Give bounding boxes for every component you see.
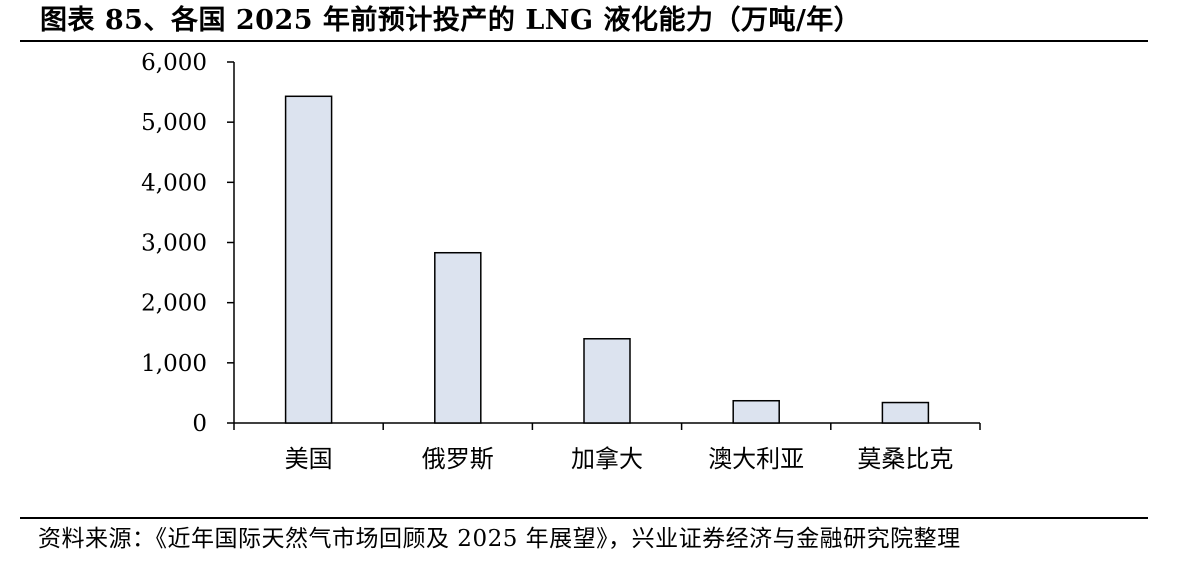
bars [284,95,930,424]
bar-1 [284,95,333,424]
y-axis: 0 1,000 2,000 3,000 4,000 5,000 6,000 [141,50,235,437]
x-tick-label: 莫桑比克 [857,445,953,473]
y-tick-label: 2,000 [141,291,207,317]
x-tick-label: 俄罗斯 [422,445,494,473]
bar-5 [881,401,930,424]
x-tick-labels: 美国 俄罗斯 加拿大 澳大利亚 莫桑比克 [285,445,954,473]
source-divider [20,517,1148,519]
bar-4 [732,399,780,424]
x-tick-label: 加拿大 [571,445,643,473]
x-tick-label: 澳大利亚 [708,445,804,473]
source-note: 资料来源：《近年国际天然气市场回顾及 2025 年展望》，兴业证券经济与金融研究… [38,526,961,552]
bar-3 [583,338,631,424]
x-axis [233,422,981,430]
bar-chart: 0 1,000 2,000 3,000 4,000 5,000 6,000 美国 俄罗斯 加拿大… [141,50,981,473]
y-tick-label: 0 [192,411,207,437]
bar-2 [434,251,482,424]
y-tick-label: 1,000 [141,351,207,377]
y-tick-label: 6,000 [141,50,207,76]
y-tick-label: 3,000 [141,231,207,257]
x-tick-label: 美国 [285,445,333,473]
title-divider [20,40,1148,42]
y-tick-label: 4,000 [141,170,207,196]
y-tick-label: 5,000 [141,110,207,136]
chart-title: 图表 85、各国 2025 年前预计投产的 LNG 液化能力（万吨/年） [40,5,862,36]
